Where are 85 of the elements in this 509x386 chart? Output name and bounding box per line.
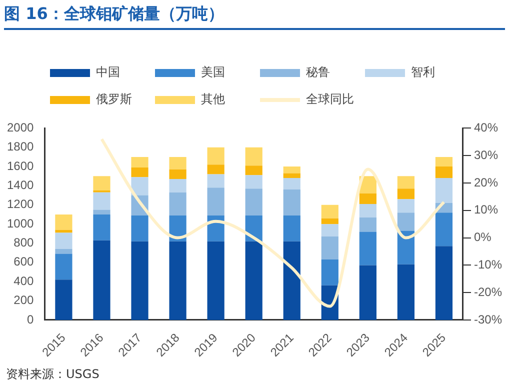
bar	[55, 248, 72, 254]
bar	[55, 254, 72, 280]
bar	[245, 166, 262, 176]
y-tick-label: 0	[27, 312, 34, 326]
bar	[207, 241, 224, 320]
bar	[245, 147, 262, 166]
bar	[359, 217, 376, 232]
bar	[131, 168, 148, 178]
bar	[283, 190, 300, 216]
bar	[93, 192, 110, 210]
y-tick-label: 1800	[6, 140, 34, 154]
bar	[169, 179, 186, 192]
y2-tick-label: 40%	[474, 120, 498, 135]
y2-tick-label: -30%	[474, 312, 502, 326]
bar	[55, 232, 72, 249]
bar	[93, 210, 110, 214]
bar	[245, 188, 262, 216]
bar	[245, 175, 262, 189]
chart-title: 图 16：全球钼矿储量（万吨）	[4, 4, 505, 30]
bar	[435, 166, 453, 178]
bar	[435, 178, 453, 203]
legend-label: 中国	[96, 64, 120, 81]
y-tick-label: 400	[14, 274, 34, 288]
y-tick-label: 600	[14, 254, 34, 269]
y-tick-label: 1400	[6, 178, 34, 192]
line-series	[100, 138, 446, 308]
bar	[321, 224, 338, 237]
bar	[283, 241, 300, 320]
bar	[245, 241, 262, 320]
bar	[397, 188, 415, 200]
text: 资料来源：USGS	[6, 366, 100, 383]
legend-label: 其他	[201, 91, 225, 108]
y-tick-label: 1200	[6, 197, 34, 212]
y2-tick-label: 20%	[474, 175, 498, 190]
bar	[283, 215, 300, 242]
legend-label: 秘鲁	[306, 64, 330, 81]
y-tick-label: 1000	[6, 216, 34, 230]
bar	[93, 214, 110, 240]
y-tick-label: 800	[14, 236, 34, 250]
y-tick-label: 200	[14, 293, 34, 308]
y2-tick-label: 10%	[474, 202, 498, 217]
bar	[93, 176, 110, 191]
legend-label: 全球同比	[306, 91, 354, 108]
bar	[359, 232, 376, 266]
bar	[169, 192, 186, 216]
bar	[435, 212, 453, 246]
bar	[283, 173, 300, 178]
bar	[283, 166, 300, 174]
bar	[397, 212, 415, 231]
legend-label: 俄罗斯	[96, 91, 132, 108]
bar	[207, 188, 224, 216]
legend-label: 美国	[201, 64, 225, 81]
bar	[207, 174, 224, 188]
bar	[321, 204, 338, 218]
bar	[55, 280, 72, 320]
bar	[321, 218, 338, 224]
bar	[169, 169, 186, 180]
legend-label: 智利	[411, 64, 435, 81]
y2-tick-label: -20%	[474, 284, 502, 299]
bar	[397, 176, 415, 189]
bar	[169, 156, 186, 170]
y2-tick-label: 0%	[474, 230, 492, 244]
bar	[359, 265, 376, 320]
y2-tick-label: 30%	[474, 148, 498, 162]
bar	[131, 156, 148, 168]
bar	[131, 177, 148, 196]
bar	[55, 214, 72, 230]
bar	[131, 241, 148, 320]
y-tick-label: 1600	[6, 158, 34, 173]
bar	[359, 204, 376, 218]
bar	[169, 241, 186, 320]
bar	[283, 178, 300, 190]
bar	[207, 164, 224, 174]
y-tick-label: 2000	[6, 120, 34, 135]
bar	[321, 260, 338, 286]
y2-tick-label: -10%	[474, 257, 502, 272]
bar	[397, 264, 415, 320]
bar	[131, 215, 148, 242]
bar	[435, 246, 453, 320]
bar	[397, 199, 415, 213]
bar	[207, 147, 224, 165]
bar	[93, 240, 110, 320]
bar	[359, 193, 376, 204]
bar	[435, 156, 453, 167]
bar	[321, 236, 338, 260]
